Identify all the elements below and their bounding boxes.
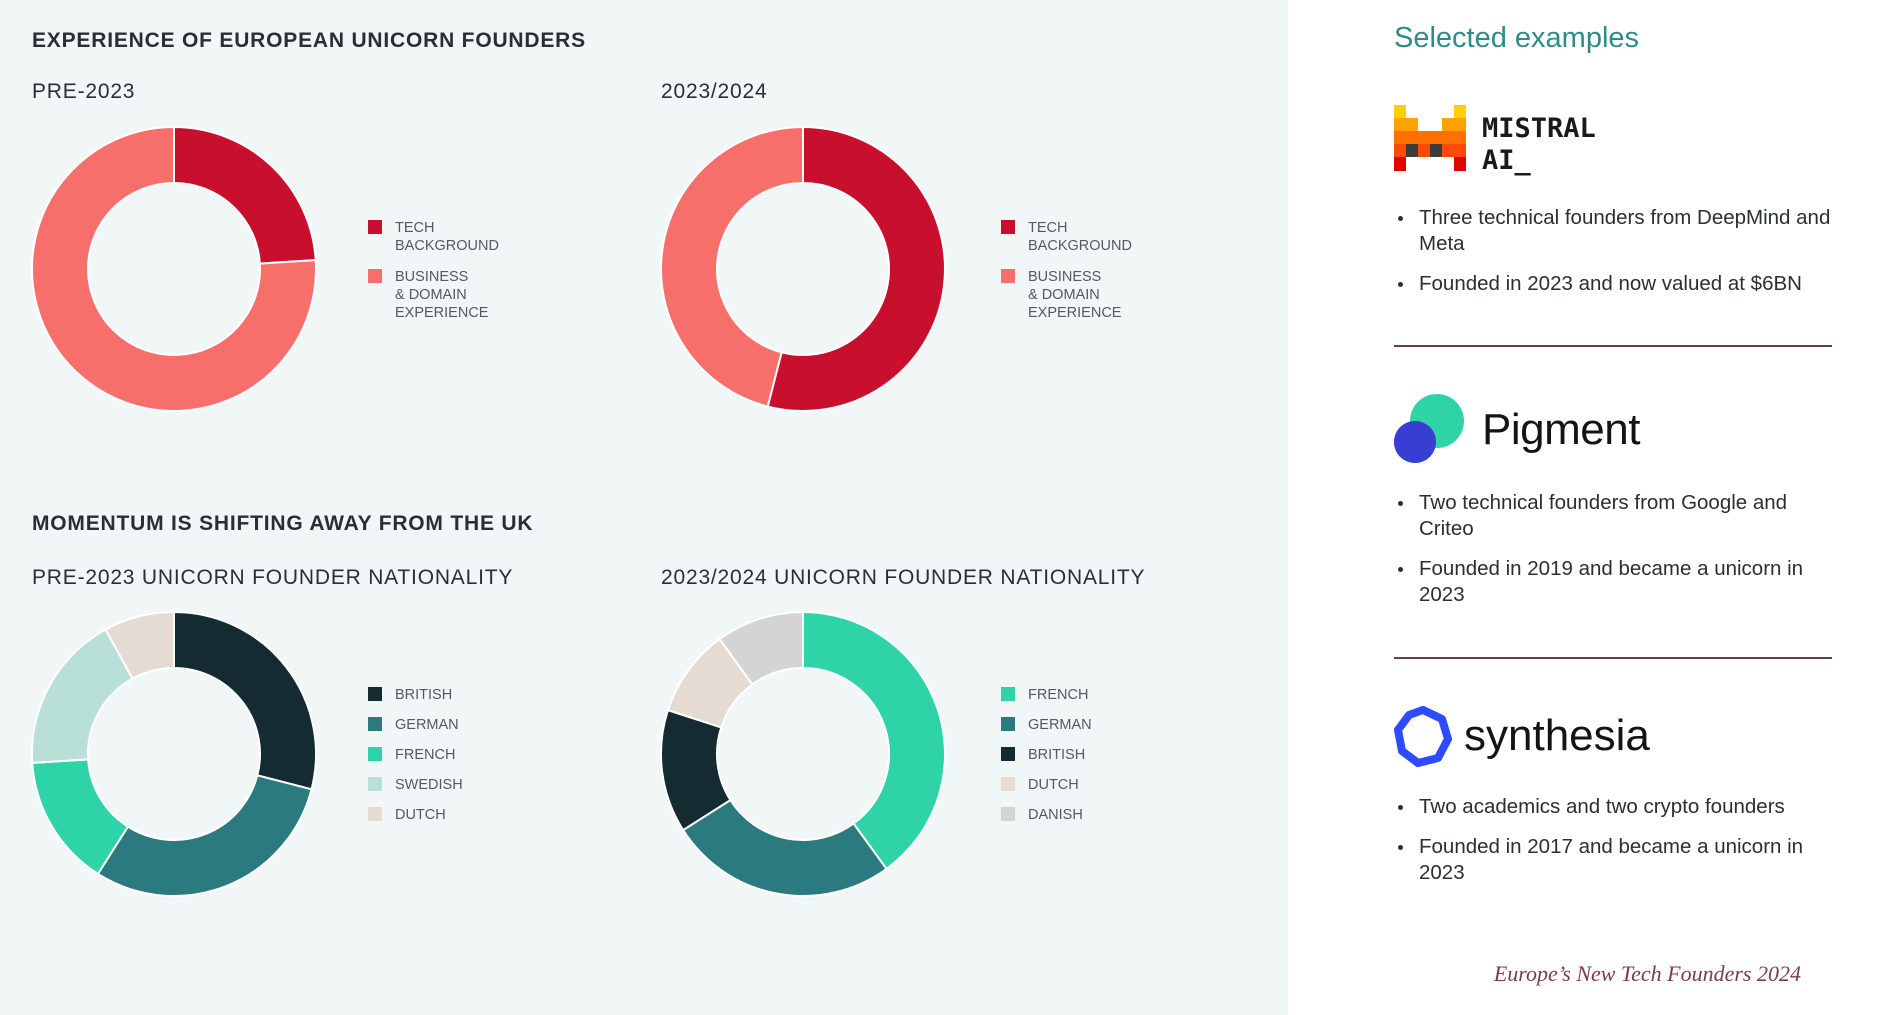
legend-label: DUTCH <box>1028 777 1079 793</box>
section-title-momentum: MOMENTUM IS SHIFTING AWAY FROM THE UK <box>32 512 534 535</box>
donut-chart-experience-2023-2024 <box>660 125 946 412</box>
legend-item-german: GERMAN <box>368 716 463 734</box>
legend-swatch <box>368 747 382 761</box>
bullet-item: Three technical founders from DeepMind a… <box>1394 205 1844 257</box>
bullet-item: Founded in 2019 and became a unicorn in … <box>1394 556 1844 608</box>
legend-item-business-domain-experience: BUSINESS & DOMAIN EXPERIENCE <box>368 268 499 322</box>
pigment-bullets: Two technical founders from Google and C… <box>1394 490 1844 622</box>
legend-item-dutch: DUTCH <box>1001 776 1092 794</box>
legend-label: TECH BACKGROUND <box>1028 220 1132 254</box>
donut-slice-german <box>96 774 313 897</box>
donut-slice-danish <box>718 610 804 686</box>
bullet-item: Founded in 2023 and now valued at $6BN <box>1394 271 1844 297</box>
legend-label: BRITISH <box>1028 747 1086 763</box>
legend-swatch <box>368 717 382 731</box>
examples-panel: Selected examples MISTRAL AI_ Three tech… <box>1288 0 1879 1015</box>
donut-slice-british <box>173 610 317 791</box>
legend-experience-2023-2024: TECH BACKGROUND BUSINESS & DOMAIN EXPERIE… <box>1001 219 1132 335</box>
legend-label: GERMAN <box>395 717 459 733</box>
charts-panel: EXPERIENCE OF EUROPEAN UNICORN FOUNDERS … <box>0 0 1288 1015</box>
legend-swatch <box>368 777 382 791</box>
legend-swatch <box>1001 777 1015 791</box>
legend-label: BUSINESS & DOMAIN EXPERIENCE <box>395 269 489 321</box>
report-footer: Europe’s New Tech Founders 2024 <box>1493 961 1801 986</box>
legend-item-british: BRITISH <box>368 686 463 704</box>
legend-swatch <box>368 687 382 701</box>
legend-item-danish: DANISH <box>1001 806 1092 824</box>
pigment-wordmark: Pigment <box>1482 405 1640 454</box>
mistral-pixel-m-icon <box>1394 105 1466 171</box>
legend-label: BRITISH <box>395 687 453 703</box>
legend-swatch <box>1001 220 1015 234</box>
bullet-item: Two technical founders from Google and C… <box>1394 490 1844 542</box>
chart-title-2023-2024: 2023/2024 <box>661 80 768 103</box>
legend-item-swedish: SWEDISH <box>368 776 463 794</box>
divider <box>1394 657 1832 659</box>
legend-swatch <box>368 807 382 821</box>
donut-slice-business-domain-experience <box>660 125 804 408</box>
legend-label: DUTCH <box>395 807 446 823</box>
donut-slice-french <box>802 610 946 871</box>
legend-swatch <box>1001 747 1015 761</box>
legend-item-dutch: DUTCH <box>368 806 463 824</box>
synthesia-wordmark: synthesia <box>1464 711 1650 760</box>
legend-label: FRENCH <box>1028 687 1089 703</box>
donut-chart-nationality-pre-2023 <box>31 610 317 897</box>
synthesia-bullets: Two academics and two crypto founders Fo… <box>1394 794 1844 900</box>
donut-slice-dutch <box>104 610 175 680</box>
legend-label: TECH BACKGROUND <box>395 220 499 254</box>
mistral-bullets: Three technical founders from DeepMind a… <box>1394 205 1844 311</box>
examples-heading: Selected examples <box>1394 22 1640 54</box>
legend-item-tech-background: TECH BACKGROUND <box>1001 219 1132 255</box>
synthesia-ring-icon <box>1394 706 1452 767</box>
legend-item-british: BRITISH <box>1001 746 1092 764</box>
legend-swatch <box>1001 269 1015 283</box>
legend-swatch <box>1001 687 1015 701</box>
bullet-item: Two academics and two crypto founders <box>1394 794 1844 820</box>
chart-title-pre-2023-nationality: PRE-2023 UNICORN FOUNDER NATIONALITY <box>32 566 514 589</box>
legend-label: BUSINESS & DOMAIN EXPERIENCE <box>1028 269 1122 321</box>
donut-slice-tech-background <box>766 125 946 412</box>
chart-title-2023-2024-nationality: 2023/2024 UNICORN FOUNDER NATIONALITY <box>661 566 1146 589</box>
legend-label: DANISH <box>1028 807 1083 823</box>
legend-item-tech-background: TECH BACKGROUND <box>368 219 499 255</box>
legend-item-french: FRENCH <box>368 746 463 764</box>
legend-item-german: GERMAN <box>1001 716 1092 734</box>
chart-title-pre-2023: PRE-2023 <box>32 80 136 103</box>
divider <box>1394 345 1832 347</box>
bullet-item: Founded in 2017 and became a unicorn in … <box>1394 834 1844 886</box>
donut-slice-german <box>681 798 888 897</box>
section-title-experience: EXPERIENCE OF EUROPEAN UNICORN FOUNDERS <box>32 29 586 52</box>
legend-swatch <box>368 220 382 234</box>
legend-nationality-2023-2024: FRENCH GERMAN BRITISH DUTCH DANISH <box>1001 686 1092 836</box>
legend-label: SWEDISH <box>395 777 463 793</box>
donut-chart-nationality-2023-2024 <box>660 610 946 897</box>
donut-slice-business-domain-experience <box>31 125 317 412</box>
mistral-wordmark: MISTRAL AI_ <box>1482 113 1596 176</box>
legend-item-french: FRENCH <box>1001 686 1092 704</box>
legend-swatch <box>368 269 382 283</box>
legend-experience-pre-2023: TECH BACKGROUND BUSINESS & DOMAIN EXPERIE… <box>368 219 499 335</box>
donut-chart-experience-pre-2023 <box>31 125 317 412</box>
donut-slice-tech-background <box>173 125 317 265</box>
legend-label: FRENCH <box>395 747 456 763</box>
legend-label: GERMAN <box>1028 717 1092 733</box>
legend-nationality-pre-2023: BRITISH GERMAN FRENCH SWEDISH DUTCH <box>368 686 463 836</box>
legend-item-business-domain-experience: BUSINESS & DOMAIN EXPERIENCE <box>1001 268 1132 322</box>
pigment-circles-icon <box>1394 394 1464 463</box>
legend-swatch <box>1001 717 1015 731</box>
legend-swatch <box>1001 807 1015 821</box>
